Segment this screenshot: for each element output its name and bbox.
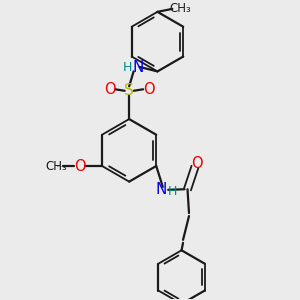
Text: O: O xyxy=(104,82,116,97)
Text: O: O xyxy=(74,158,85,173)
Text: H: H xyxy=(123,61,132,74)
Text: N: N xyxy=(155,182,166,197)
Text: H: H xyxy=(168,185,177,198)
Text: S: S xyxy=(124,83,134,98)
Text: N: N xyxy=(132,60,144,75)
Text: CH₃: CH₃ xyxy=(169,2,191,15)
Text: CH₃: CH₃ xyxy=(45,160,67,172)
Text: O: O xyxy=(190,156,202,171)
Text: methoxy: methoxy xyxy=(57,165,64,166)
Text: O: O xyxy=(143,82,154,97)
